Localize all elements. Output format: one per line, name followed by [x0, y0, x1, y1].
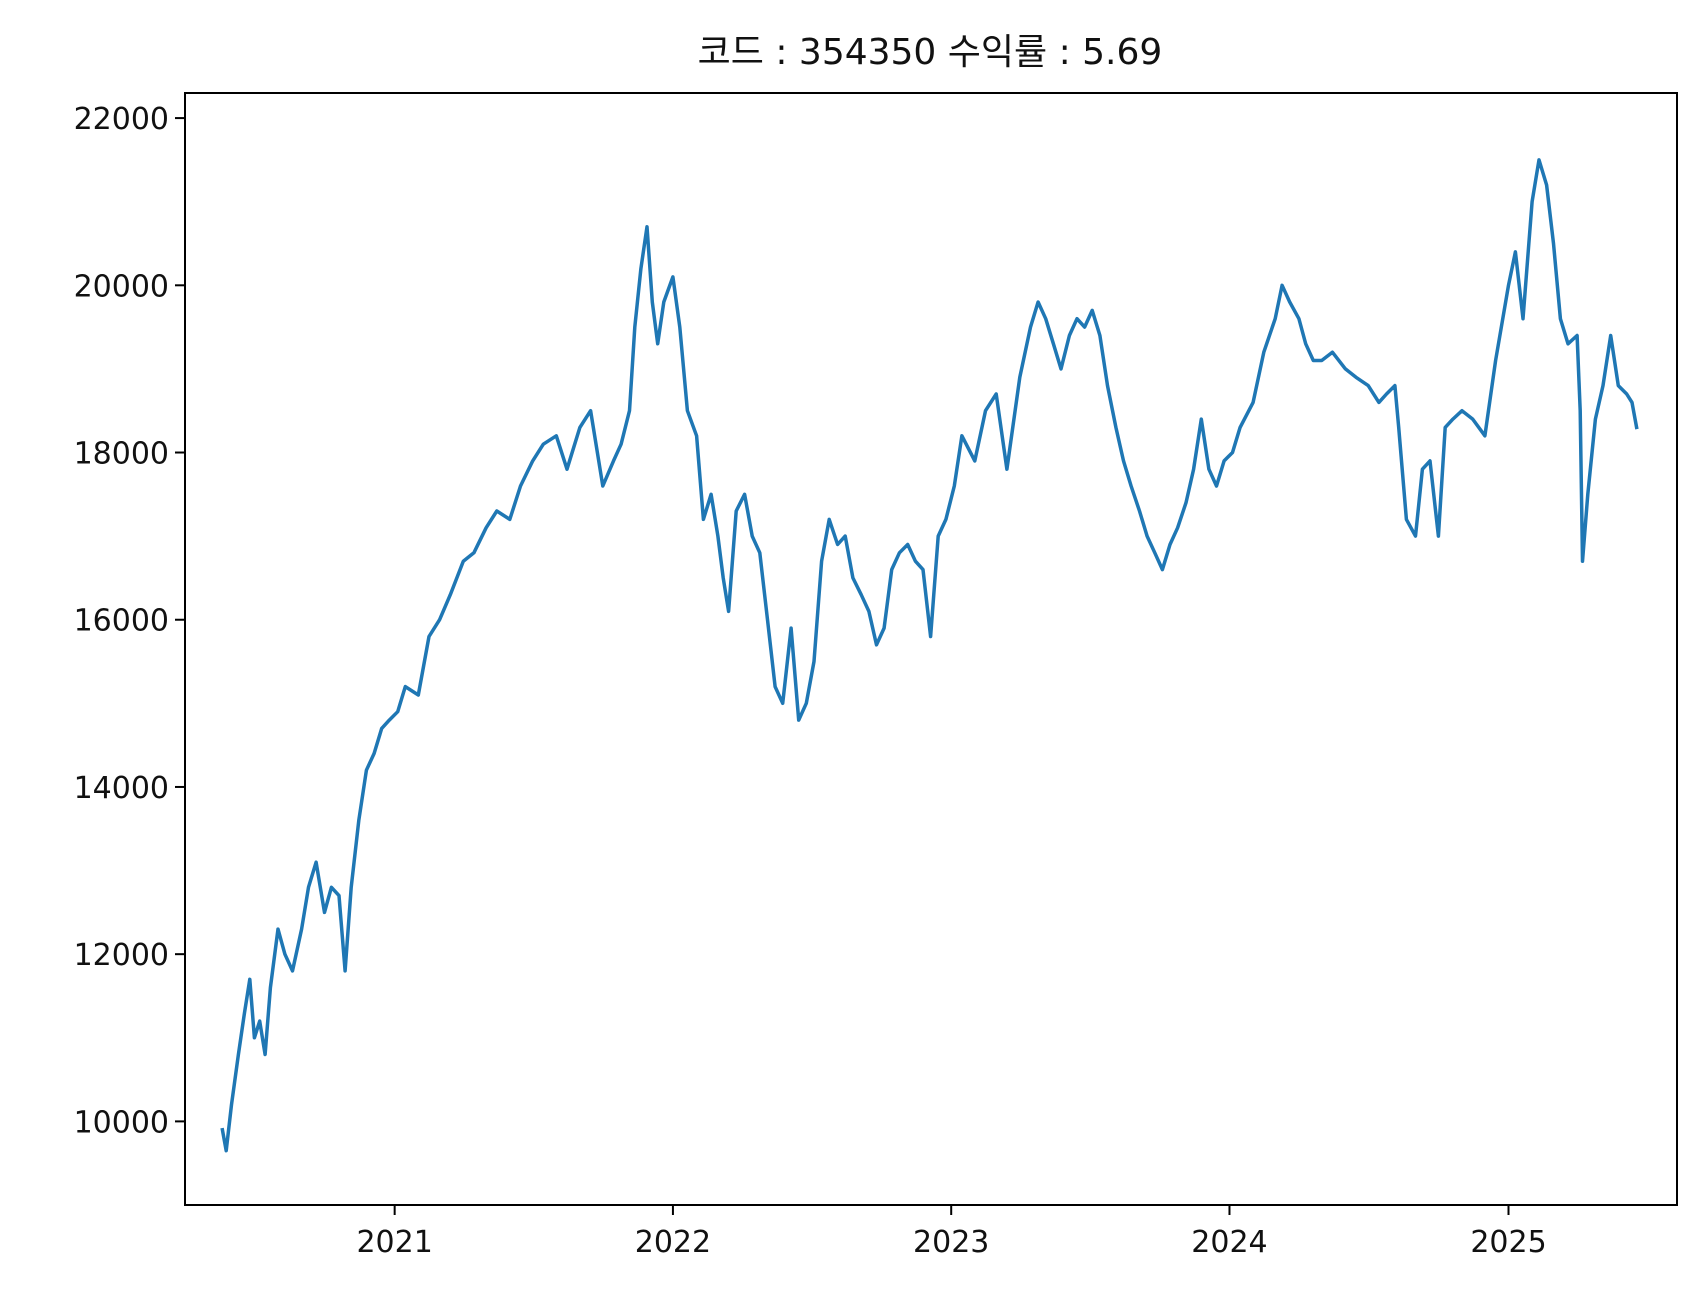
y-tick-label: 12000 [74, 938, 169, 973]
series-layer [220, 158, 1639, 1153]
y-tick-label: 18000 [74, 437, 169, 472]
x-axis: 2021 2022 2023 2024 2025 [356, 1205, 1547, 1260]
x-tick-label: 2022 [635, 1225, 711, 1260]
x-tick-label: 2023 [913, 1225, 989, 1260]
y-tick-label: 22000 [74, 102, 169, 137]
plot-area-frame [184, 92, 1678, 1206]
x-tick-label: 2021 [356, 1225, 432, 1260]
y-tick-label: 10000 [74, 1105, 169, 1140]
y-tick-label: 14000 [74, 771, 169, 806]
chart-title: 코드 : 354350 수익률 : 5.69 [698, 32, 1163, 73]
y-tick-label: 20000 [74, 269, 169, 304]
x-tick-label: 2024 [1191, 1225, 1267, 1260]
y-tick-label: 16000 [74, 604, 169, 639]
x-tick-label: 2025 [1470, 1225, 1546, 1260]
y-axis: 10000 12000 14000 16000 18000 20000 22000 [74, 102, 185, 1140]
series-line-0 [220, 158, 1639, 1153]
